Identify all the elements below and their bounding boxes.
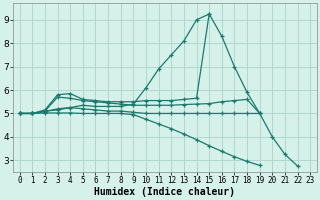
X-axis label: Humidex (Indice chaleur): Humidex (Indice chaleur) xyxy=(94,186,236,197)
